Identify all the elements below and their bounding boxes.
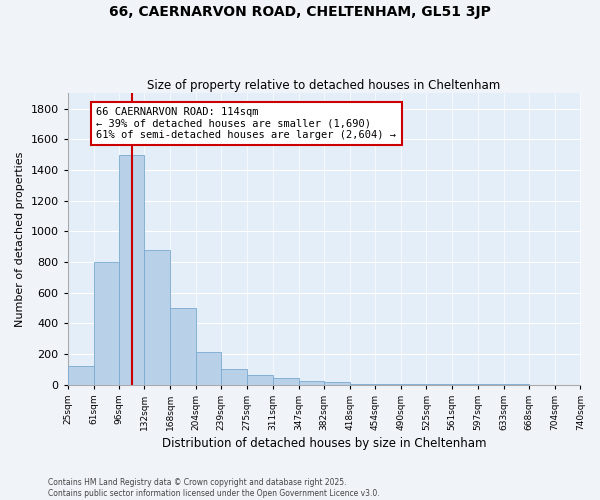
Bar: [221, 370, 247, 384]
Text: 66, CAERNARVON ROAD, CHELTENHAM, GL51 3JP: 66, CAERNARVON ROAD, CHELTENHAM, GL51 3J…: [109, 5, 491, 19]
Text: 66 CAERNARVON ROAD: 114sqm
← 39% of detached houses are smaller (1,690)
61% of s: 66 CAERNARVON ROAD: 114sqm ← 39% of deta…: [97, 107, 397, 140]
Bar: [119, 154, 145, 384]
X-axis label: Distribution of detached houses by size in Cheltenham: Distribution of detached houses by size …: [162, 437, 487, 450]
Y-axis label: Number of detached properties: Number of detached properties: [15, 151, 25, 326]
Title: Size of property relative to detached houses in Cheltenham: Size of property relative to detached ho…: [148, 79, 501, 92]
Bar: [196, 352, 221, 384]
Bar: [273, 378, 299, 384]
Bar: [299, 381, 324, 384]
Bar: [247, 374, 273, 384]
Bar: [68, 366, 94, 384]
Bar: [170, 308, 196, 384]
Bar: [145, 250, 170, 384]
Bar: [94, 262, 119, 384]
Bar: [324, 382, 350, 384]
Text: Contains HM Land Registry data © Crown copyright and database right 2025.
Contai: Contains HM Land Registry data © Crown c…: [48, 478, 380, 498]
